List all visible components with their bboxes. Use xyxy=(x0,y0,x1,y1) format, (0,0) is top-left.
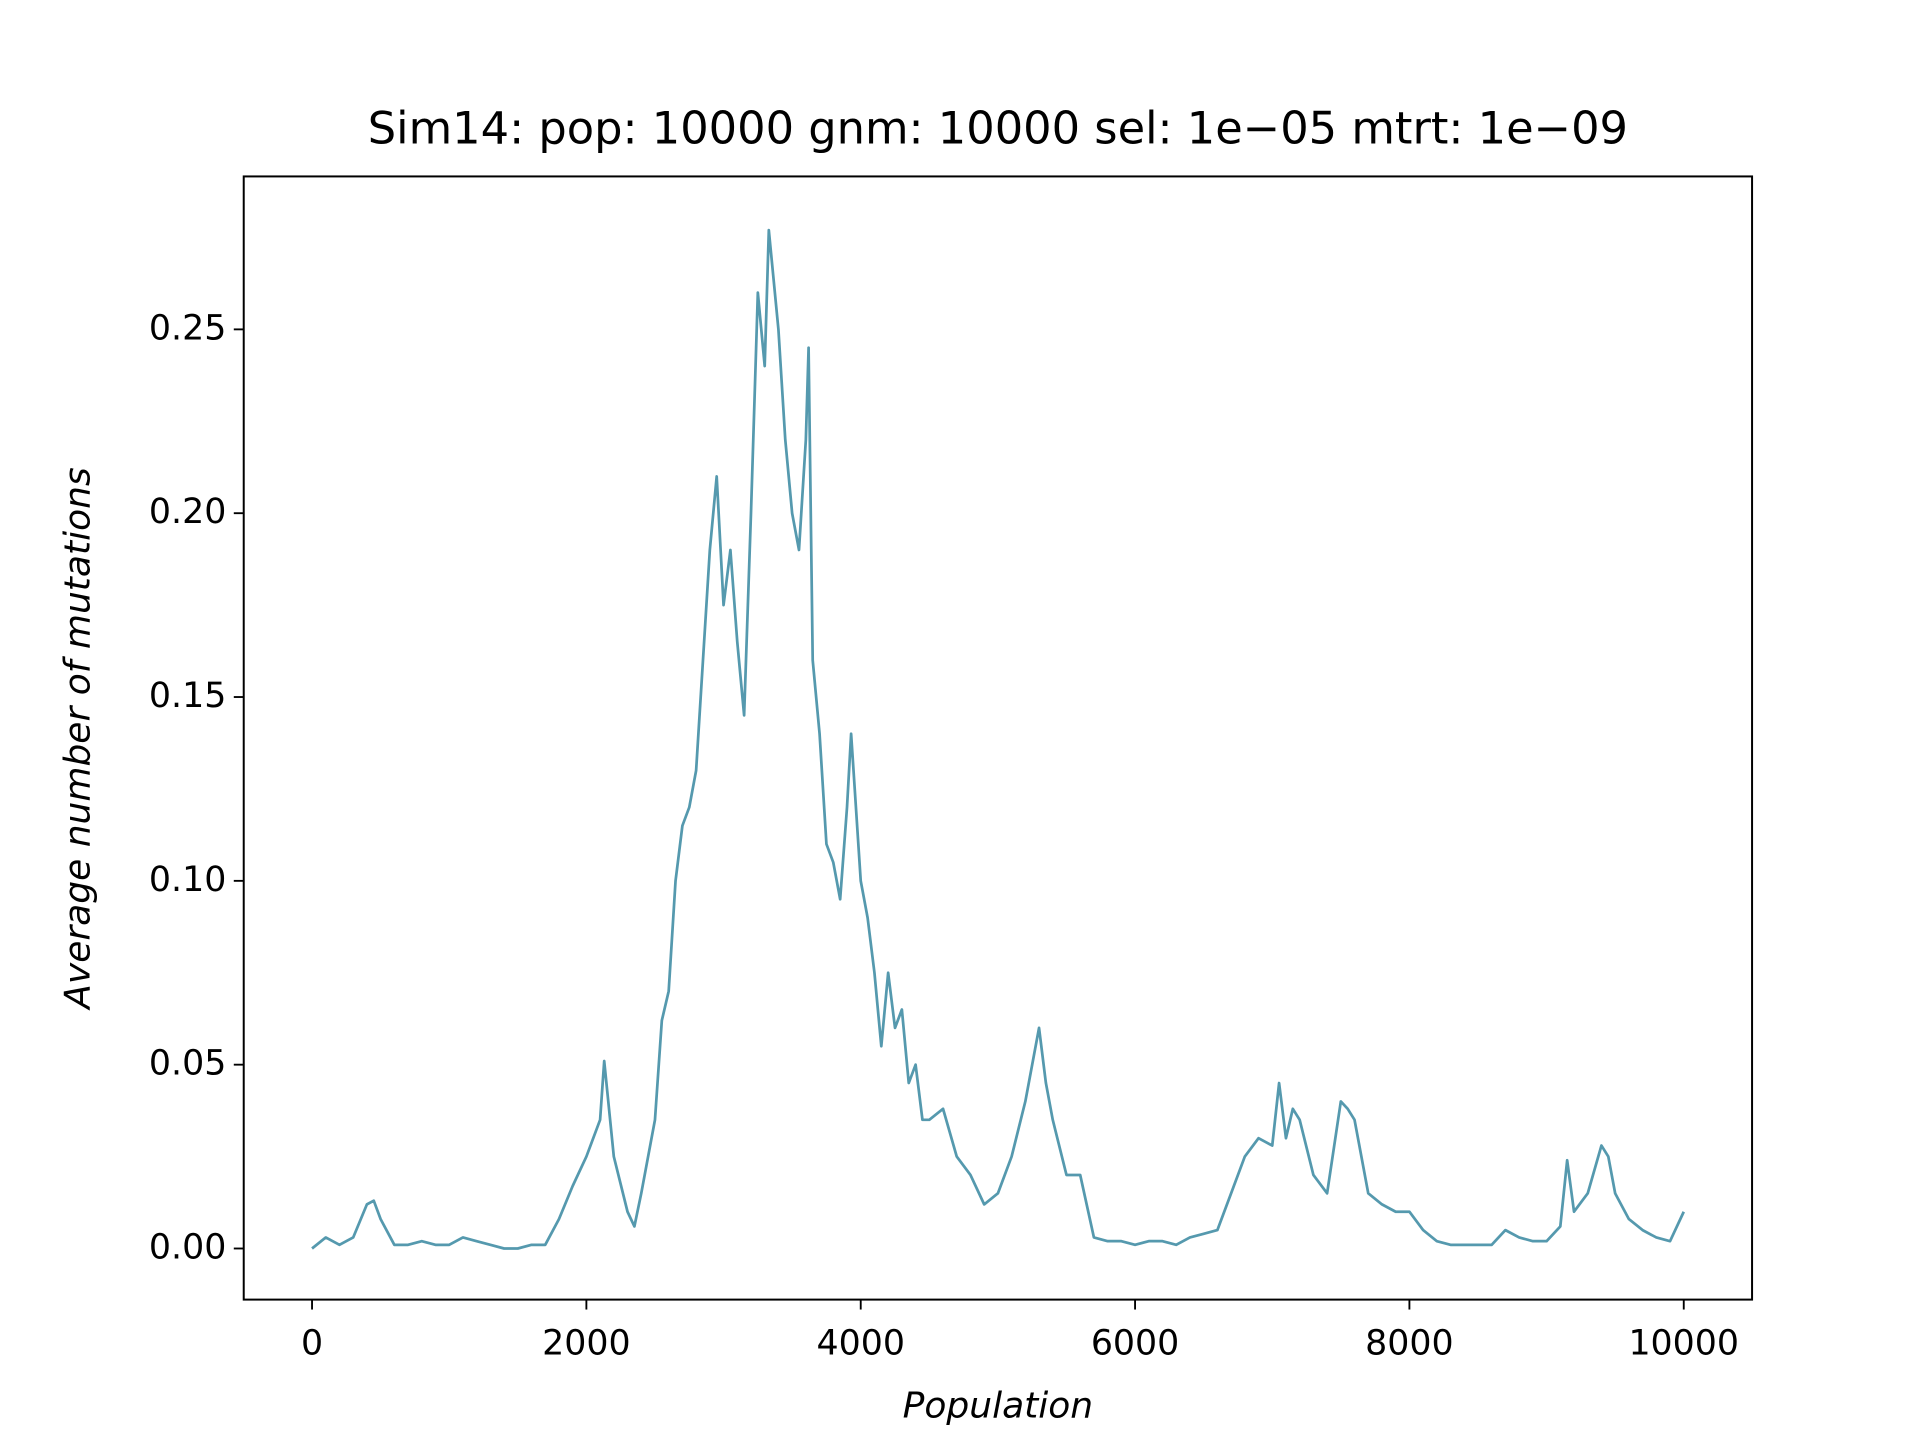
y-tick-label: 0.25 xyxy=(149,308,226,348)
x-tick-label: 10000 xyxy=(1628,1323,1739,1363)
data-line xyxy=(311,228,1685,1250)
y-tick-label: 0.00 xyxy=(149,1227,226,1267)
y-tick-label: 0.15 xyxy=(149,676,226,716)
x-tick-label: 4000 xyxy=(816,1323,904,1363)
y-tick-label: 0.05 xyxy=(149,1044,226,1084)
y-tick-label: 0.20 xyxy=(149,492,226,532)
y-tick-label: 0.10 xyxy=(149,860,226,900)
y-axis-label: Average number of mutations xyxy=(58,467,99,1011)
x-tick-label: 2000 xyxy=(542,1323,630,1363)
x-tick-label: 6000 xyxy=(1091,1323,1179,1363)
x-tick-label: 0 xyxy=(301,1323,323,1363)
chart-title: Sim14: pop: 10000 gnm: 10000 sel: 1e−05 … xyxy=(368,102,1628,155)
plot-frame xyxy=(242,175,1754,1301)
x-axis-label: Population xyxy=(903,1386,1094,1427)
x-tick-label: 8000 xyxy=(1365,1323,1453,1363)
